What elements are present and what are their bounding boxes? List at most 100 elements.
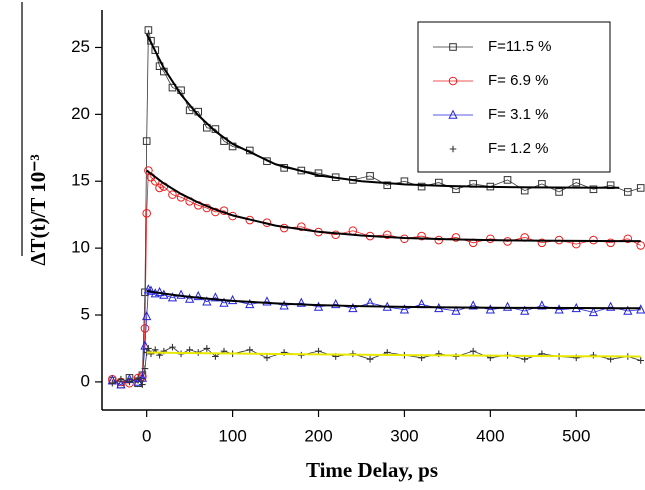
marker: [589, 185, 598, 194]
marker: [315, 347, 322, 355]
x-tick-label: 500: [562, 426, 590, 445]
marker: [554, 304, 564, 314]
marker: [185, 293, 195, 303]
y-tick-label: 25: [71, 37, 90, 56]
marker: [313, 301, 324, 311]
marker: [451, 305, 461, 315]
marker: [263, 354, 271, 362]
marker: [590, 351, 597, 359]
marker: [202, 296, 212, 306]
marker: [503, 237, 512, 246]
marker: [365, 297, 375, 307]
marker: [448, 109, 458, 119]
marker: [449, 145, 457, 153]
marker: [126, 378, 133, 386]
marker: [417, 231, 426, 241]
marker: [382, 230, 392, 240]
marker: [636, 184, 645, 192]
marker: [145, 345, 152, 352]
marker: [331, 298, 341, 309]
marker: [141, 365, 149, 372]
marker: [297, 222, 306, 232]
marker: [348, 302, 358, 313]
series-line: [112, 288, 641, 386]
marker: [211, 207, 220, 217]
x-tick-label: 300: [390, 426, 418, 445]
marker: [623, 305, 633, 315]
marker: [116, 379, 126, 389]
marker: [449, 43, 457, 51]
marker: [521, 355, 529, 363]
fit-line: [146, 289, 641, 310]
marker: [468, 300, 478, 310]
marker: [537, 238, 547, 248]
marker: [219, 297, 229, 307]
marker: [140, 324, 150, 333]
marker: [210, 292, 221, 302]
marker: [279, 300, 289, 310]
marker: [193, 290, 203, 301]
marker: [606, 238, 615, 248]
marker: [176, 289, 186, 299]
fit-line: [146, 351, 641, 358]
legend: F=11.5 % F= 6.9 % F= 3.1 % F= 1.2 %: [417, 21, 611, 173]
marker: [186, 346, 193, 354]
marker: [314, 169, 323, 178]
marker: [245, 298, 255, 309]
marker: [142, 209, 151, 218]
legend-label: F= 6.9 %: [488, 72, 548, 89]
marker: [383, 181, 392, 190]
marker: [366, 172, 374, 180]
marker: [142, 310, 152, 321]
marker: [155, 183, 164, 193]
marker: [588, 306, 599, 317]
marker: [606, 301, 616, 311]
marker: [503, 176, 512, 184]
legend-label: F=11.5 %: [488, 38, 552, 55]
legend-label: F= 3.1 %: [488, 106, 548, 123]
fit-line: [145, 33, 620, 189]
marker: [168, 190, 177, 199]
marker: [262, 296, 272, 306]
marker: [520, 305, 530, 315]
marker: [169, 343, 176, 351]
marker: [451, 233, 461, 242]
marker: [139, 381, 146, 388]
marker: [637, 357, 645, 364]
marker: [502, 301, 513, 311]
y-tick-label: 0: [81, 371, 90, 390]
y-tick-label: 15: [71, 171, 90, 190]
x-tick-label: 200: [304, 426, 332, 445]
marker: [296, 297, 306, 307]
marker: [140, 340, 150, 350]
x-axis-label: Time Delay, ps: [306, 458, 438, 482]
y-tick-label: 5: [81, 305, 90, 324]
marker: [624, 188, 632, 196]
marker: [117, 375, 125, 383]
series-line: [112, 170, 641, 384]
marker: [399, 304, 410, 314]
marker: [144, 26, 153, 34]
y-axis-label: ΔT(t)/T 10⁻³: [26, 154, 50, 265]
marker: [555, 188, 563, 196]
marker: [448, 76, 458, 86]
marker: [469, 347, 477, 355]
marker: [109, 379, 116, 387]
marker: [167, 292, 178, 302]
x-tick-label: 400: [476, 426, 504, 445]
marker: [485, 304, 495, 314]
y-tick-label: 20: [71, 104, 90, 123]
marker: [142, 137, 151, 145]
legend-label: F= 1.2 %: [488, 140, 548, 157]
marker: [246, 346, 254, 354]
marker: [331, 230, 340, 240]
x-tick-label: 100: [218, 426, 246, 445]
marker: [623, 234, 633, 244]
marker: [417, 182, 426, 191]
marker: [366, 355, 374, 363]
marker: [572, 178, 581, 187]
y-tick-label: 10: [71, 238, 90, 257]
fit-line: [146, 169, 641, 243]
